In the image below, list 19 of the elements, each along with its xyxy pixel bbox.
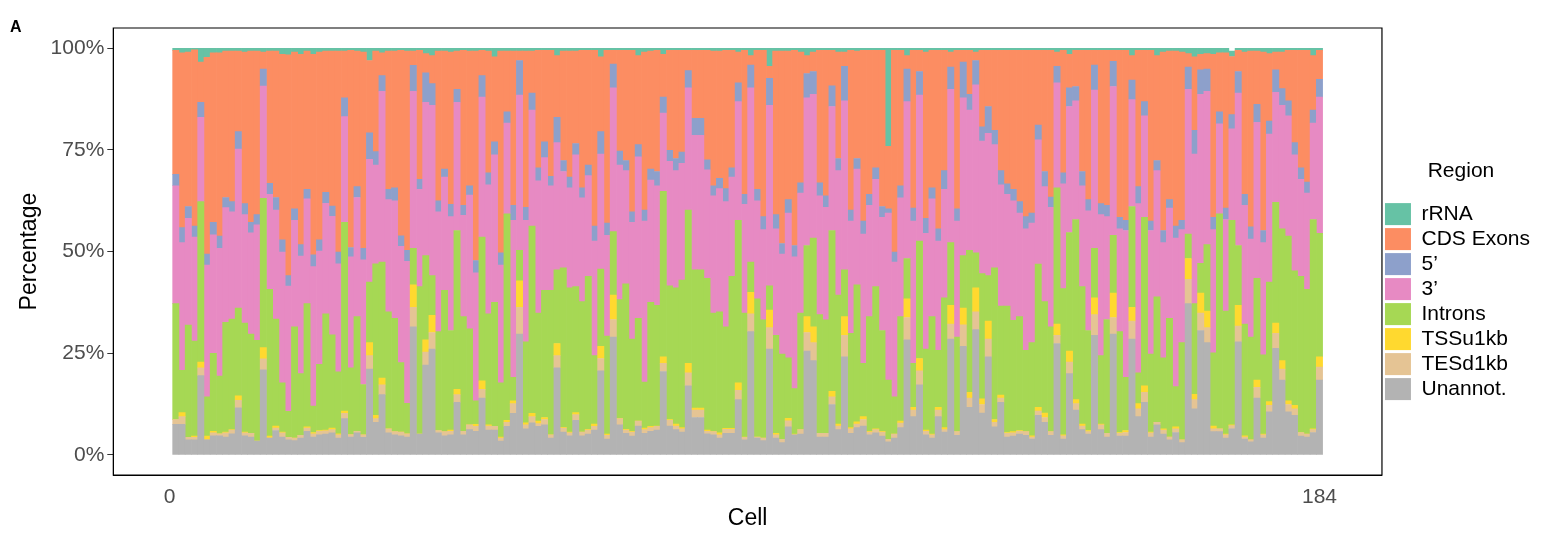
y-tick-label: 0% xyxy=(73,441,105,465)
y-tick-label: 75% xyxy=(62,136,105,160)
legend-label: 5’ xyxy=(1421,250,1438,274)
y-axis-title: Percentage xyxy=(15,192,42,311)
text: A xyxy=(10,18,22,36)
legend-label: TESd1kb xyxy=(1421,350,1508,374)
x-tick-label: 0 xyxy=(163,483,176,507)
legend-title: Region xyxy=(1427,158,1495,182)
x-tick-label: 184 xyxy=(1301,483,1338,507)
legend-label: rRNA xyxy=(1421,200,1473,224)
legend-label: TSSu1kb xyxy=(1421,325,1508,349)
legend-label: Introns xyxy=(1421,300,1486,324)
y-tick-label: 25% xyxy=(62,340,105,364)
y-tick-label: 100% xyxy=(50,35,105,59)
x-axis-title: Cell xyxy=(727,503,768,530)
legend-label: Unannot. xyxy=(1421,375,1507,399)
legend-label: CDS Exons xyxy=(1421,225,1531,249)
legend-label: 3’ xyxy=(1421,275,1438,299)
y-tick-label: 50% xyxy=(62,238,105,262)
